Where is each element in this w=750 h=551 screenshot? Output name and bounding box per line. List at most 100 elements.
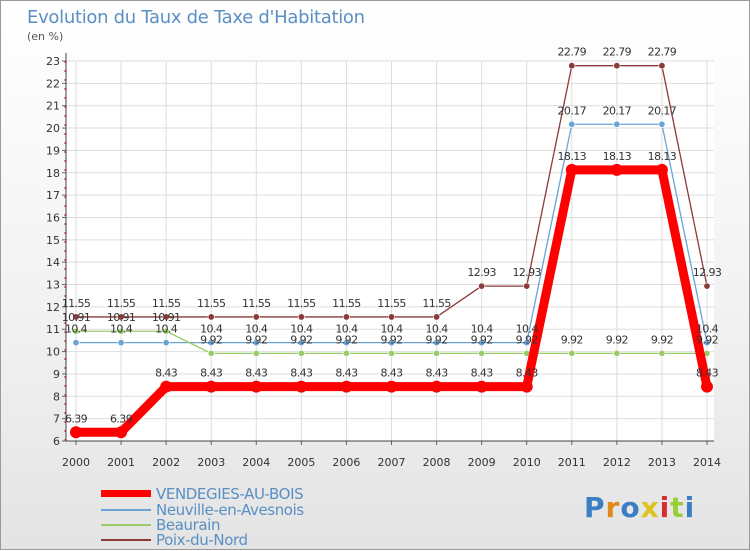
data-point [117, 327, 125, 335]
data-point [613, 120, 621, 128]
y-tick-label: 19 [46, 144, 60, 157]
y-tick-label: 10 [46, 346, 60, 359]
data-point [703, 282, 711, 290]
data-label: 11.55 [197, 297, 226, 310]
data-label: 10.4 [155, 323, 178, 336]
x-tick-label: 2000 [62, 456, 90, 469]
y-tick-label: 22 [46, 77, 60, 90]
data-point [342, 313, 350, 321]
data-label: 9.92 [290, 333, 312, 346]
data-point [207, 339, 215, 347]
data-point [70, 426, 82, 439]
data-point [387, 349, 395, 357]
legend-swatch-neuville [101, 509, 151, 511]
data-point [117, 313, 125, 321]
y-tick-label: 20 [46, 122, 60, 135]
data-point [162, 327, 170, 335]
data-point [250, 380, 263, 393]
y-tick-label: 12 [46, 301, 60, 314]
data-point [297, 339, 305, 347]
data-point [655, 163, 668, 176]
data-label: 8.43 [200, 367, 223, 380]
data-point [117, 339, 125, 347]
data-label: 22.79 [603, 46, 632, 59]
legend-item-neuville: Neuville-en-Avesnois [101, 501, 401, 519]
y-tick-label: 6 [53, 435, 60, 448]
data-label: 9.92 [516, 333, 538, 346]
data-point [565, 163, 578, 176]
data-label: 11.55 [62, 297, 91, 310]
data-point [342, 339, 350, 347]
data-label: 12.93 [467, 266, 496, 279]
data-point [701, 380, 713, 393]
data-point [433, 313, 441, 321]
logo-letter: i [659, 491, 671, 524]
legend-label-beaurain: Beaurain [156, 516, 221, 534]
y-tick-label: 23 [46, 55, 60, 68]
data-point [115, 426, 128, 439]
legend-item-vendegies: VENDEGIES-AU-BOIS [101, 485, 401, 503]
data-label: 22.79 [648, 46, 677, 59]
legend-item-poix: Poix-du-Nord [101, 531, 401, 549]
x-tick-label: 2003 [197, 456, 225, 469]
data-label: 11.55 [377, 297, 406, 310]
data-label: 10.4 [245, 323, 268, 336]
legend-label-poix: Poix-du-Nord [156, 531, 248, 549]
data-point [478, 339, 486, 347]
data-point [520, 380, 533, 393]
data-label: 8.43 [245, 367, 268, 380]
x-tick-label: 2007 [378, 456, 406, 469]
data-point [340, 380, 353, 393]
data-label: 20.17 [558, 104, 587, 117]
data-point [72, 313, 80, 321]
data-point [252, 349, 260, 357]
data-label: 12.93 [512, 266, 541, 279]
x-tick-label: 2005 [287, 456, 315, 469]
y-tick-label: 16 [46, 211, 60, 224]
x-tick-label: 2004 [242, 456, 270, 469]
data-point [160, 380, 173, 393]
data-label: 10.91 [62, 311, 91, 324]
data-point [72, 327, 80, 335]
legend-swatch-beaurain [101, 524, 151, 526]
x-tick-label: 2008 [423, 456, 451, 469]
data-label: 10.4 [696, 323, 719, 336]
logo-letter: x [640, 491, 660, 524]
data-label: 10.4 [65, 323, 88, 336]
data-label: 9.92 [696, 333, 718, 346]
y-tick-label: 9 [53, 368, 60, 381]
data-point [205, 380, 218, 393]
data-label: 10.4 [335, 323, 358, 336]
y-tick-label: 15 [46, 234, 60, 247]
data-label: 10.4 [471, 323, 494, 336]
data-point [252, 313, 260, 321]
data-label: 8.43 [335, 367, 358, 380]
data-label: 9.92 [561, 333, 583, 346]
x-tick-label: 2012 [603, 456, 631, 469]
data-point [297, 349, 305, 357]
data-label: 8.43 [516, 367, 539, 380]
logo-letter: o [620, 491, 641, 524]
data-label: 20.17 [603, 104, 632, 117]
x-tick-label: 2011 [558, 456, 586, 469]
data-label: 10.4 [516, 323, 539, 336]
data-point [433, 339, 441, 347]
data-label: 10.91 [107, 311, 136, 324]
data-point [478, 282, 486, 290]
logo-letter: t [670, 491, 685, 524]
logo-letter: i [684, 491, 696, 524]
data-label: 9.92 [335, 333, 357, 346]
chart-title: Evolution du Taux de Taxe d'Habitation [27, 7, 365, 28]
chart-unit-label: (en %) [27, 30, 64, 43]
data-label: 10.4 [290, 323, 313, 336]
data-point [385, 380, 398, 393]
data-label: 8.43 [155, 367, 178, 380]
data-point [658, 120, 666, 128]
data-label: 9.92 [200, 333, 222, 346]
x-tick-label: 2013 [648, 456, 676, 469]
data-point [297, 313, 305, 321]
data-point [568, 62, 576, 70]
data-label: 22.79 [558, 46, 587, 59]
data-point [72, 339, 80, 347]
data-label: 20.17 [648, 104, 677, 117]
